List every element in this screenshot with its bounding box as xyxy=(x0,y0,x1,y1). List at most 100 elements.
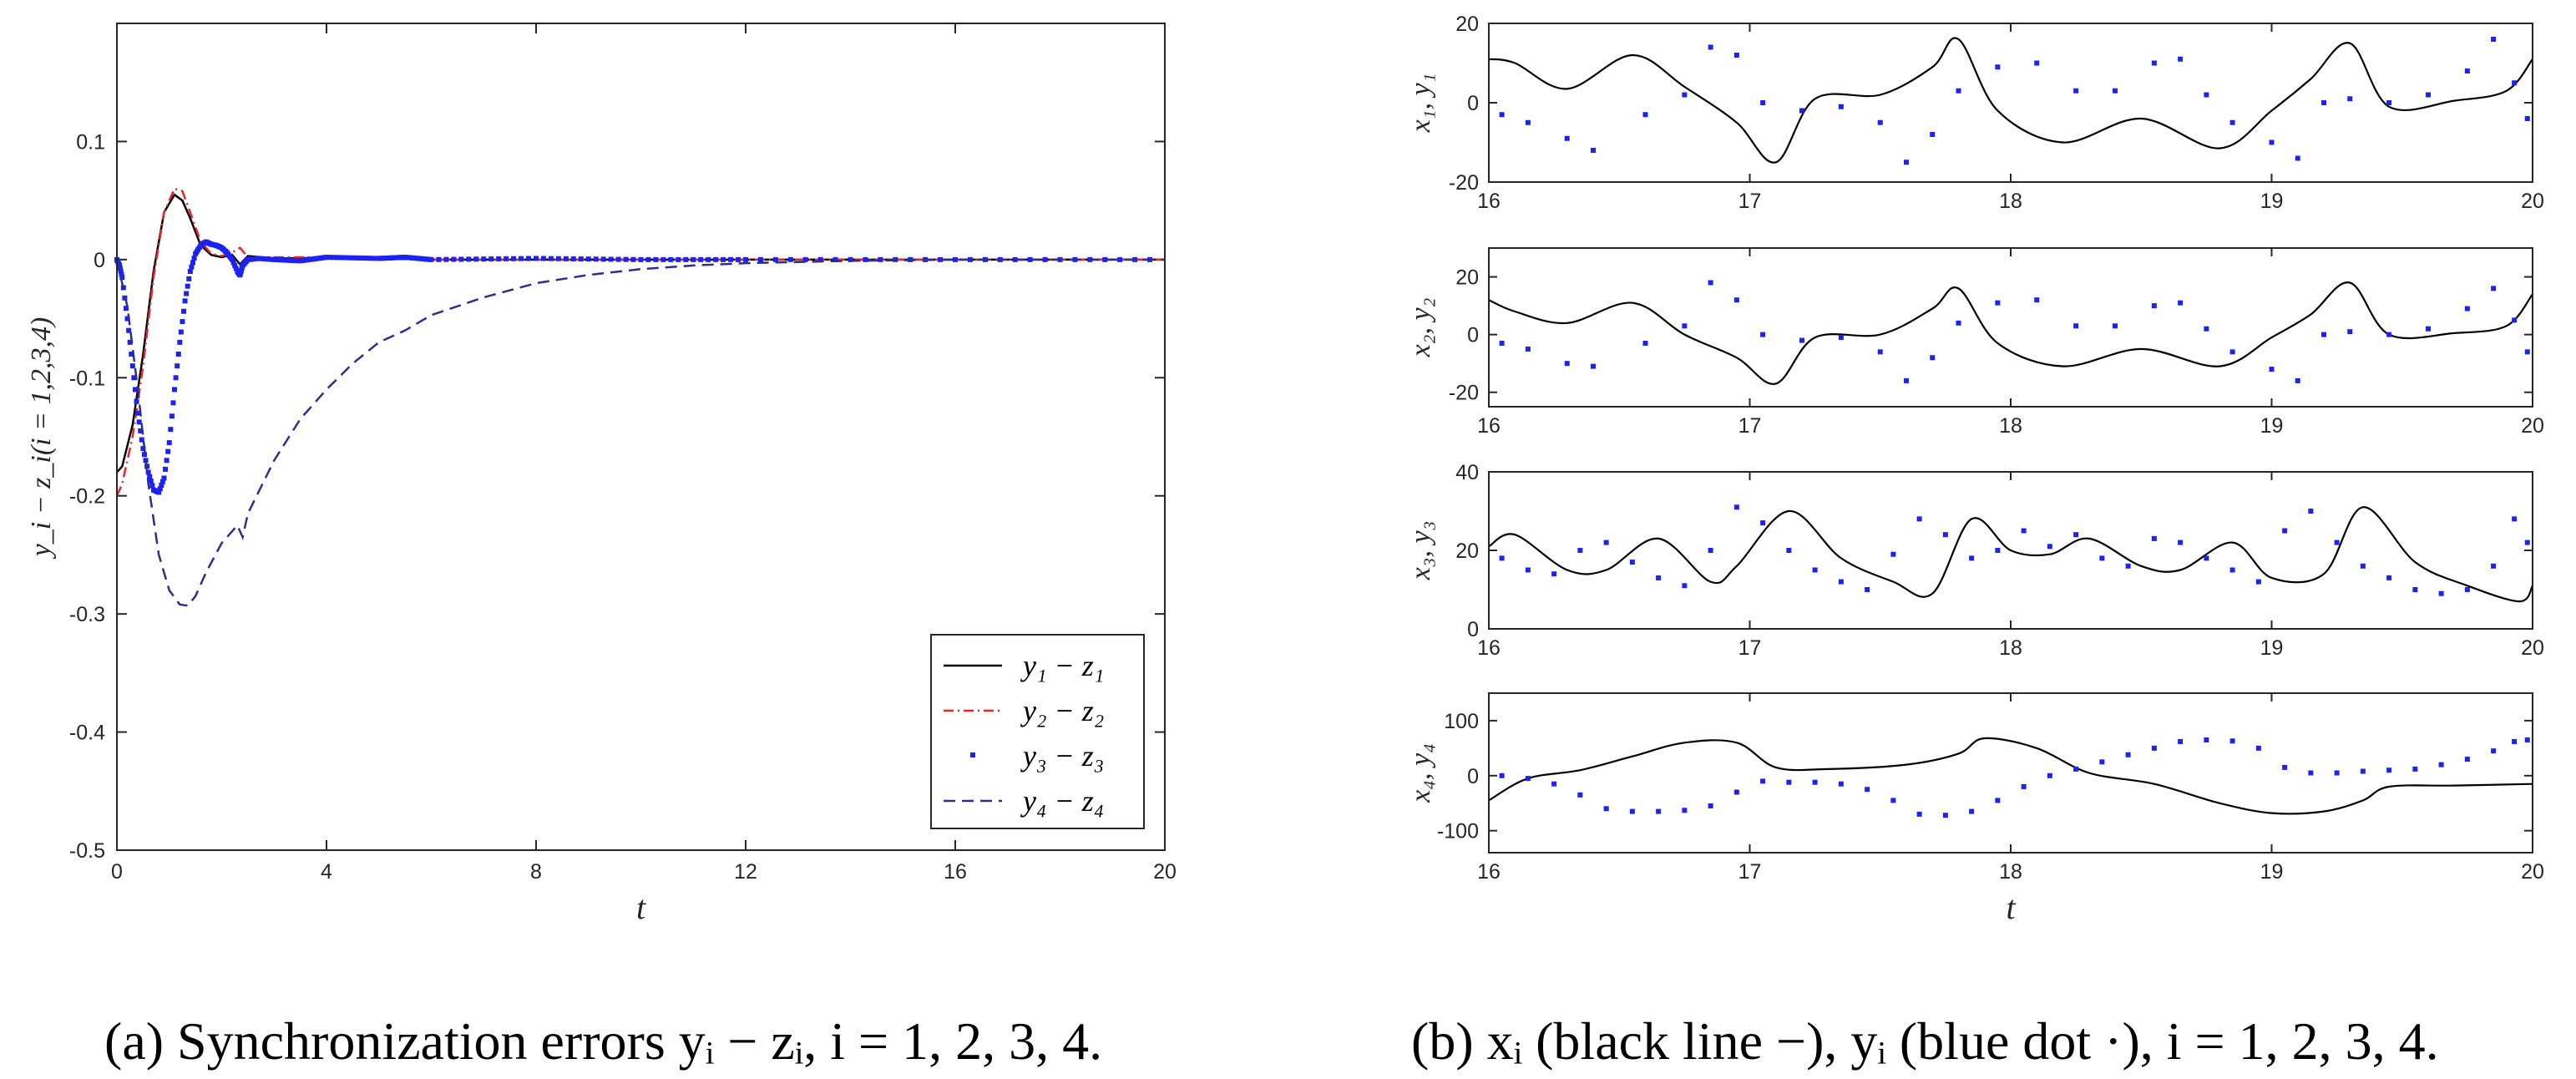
x-tick-label-a: 0 xyxy=(111,860,123,884)
series-a-point-3 xyxy=(683,256,689,262)
y-dot-3 xyxy=(2308,509,2314,514)
series-a-point-3 xyxy=(117,262,123,268)
y-dot-1 xyxy=(2151,60,2157,66)
series-a-point-3 xyxy=(1042,256,1048,262)
series-a-point-3 xyxy=(186,276,192,281)
series-a-line-4 xyxy=(115,258,1165,607)
series-a-point-3 xyxy=(145,469,151,475)
subplot-frame-3 xyxy=(1488,471,2533,630)
x-line-2 xyxy=(1488,281,2533,385)
y-dot-3 xyxy=(1525,567,1531,573)
series-a-point-3 xyxy=(134,398,139,404)
series-a-point-3 xyxy=(182,298,188,304)
y-dot-4 xyxy=(1969,808,1975,814)
series-a-point-3 xyxy=(691,256,696,262)
series-a-point-3 xyxy=(713,256,719,262)
series-a-point-3 xyxy=(645,256,651,262)
y-dot-3 xyxy=(2255,579,2261,585)
x-axis-label-b: t xyxy=(2006,889,2016,926)
y-dot-3 xyxy=(1865,587,1870,592)
series-a-point-3 xyxy=(190,260,195,266)
y-dot-1 xyxy=(1799,108,1804,114)
y-dot-3 xyxy=(1499,555,1505,561)
y-dot-3 xyxy=(2334,540,2340,545)
y-dot-3 xyxy=(2178,540,2184,545)
y-dot-4 xyxy=(1890,798,1896,803)
y-tick-label-b: 20 xyxy=(1455,13,1479,36)
series-a-point-3 xyxy=(600,256,606,262)
series-a-point-3 xyxy=(361,256,367,261)
x-axis-label-a: t xyxy=(636,889,646,926)
series-a-point-3 xyxy=(256,256,261,261)
series-a-point-3 xyxy=(428,256,434,262)
series-a-point-3 xyxy=(630,256,636,262)
series-a-point-3 xyxy=(157,486,163,492)
x-tick-label-b: 19 xyxy=(2260,414,2284,438)
y-dot-2 xyxy=(2426,326,2431,332)
y-dot-2 xyxy=(1733,297,1739,303)
x-tick-label-a: 20 xyxy=(1153,860,1177,884)
y-dot-3 xyxy=(2524,540,2530,545)
y-dot-1 xyxy=(2229,119,2235,125)
y-tick-label-a: -0.5 xyxy=(69,839,105,863)
series-a-point-3 xyxy=(443,256,449,262)
x-tick-label-b: 18 xyxy=(1999,190,2022,213)
legend-label-4: y₄ − z₄ xyxy=(1020,784,1104,818)
series-a-point-3 xyxy=(353,255,359,261)
series-a-point-3 xyxy=(149,483,155,489)
y-dot-4 xyxy=(2178,738,2184,744)
series-a-point-3 xyxy=(147,474,153,479)
series-a-point-3 xyxy=(757,256,763,262)
y-dot-2 xyxy=(2034,297,2040,303)
y-axis-label-b3: x₃, y₃ xyxy=(1405,521,1436,581)
y-dot-2 xyxy=(1930,355,1936,361)
series-a-point-3 xyxy=(175,363,180,369)
series-a-point-3 xyxy=(139,437,144,443)
series-a-point-3 xyxy=(163,466,169,472)
y-dot-2 xyxy=(2347,329,2353,335)
y-tick-label-b: -20 xyxy=(1449,382,1479,405)
series-a-point-3 xyxy=(563,256,569,261)
y-dot-2 xyxy=(1877,349,1883,355)
y-dot-3 xyxy=(2125,563,2131,569)
y-dot-1 xyxy=(2269,139,2275,145)
series-a-point-3 xyxy=(863,256,868,262)
legend-frame xyxy=(930,634,1145,829)
y-dot-4 xyxy=(2099,759,2105,765)
y-dot-2 xyxy=(1591,363,1596,369)
y-dot-4 xyxy=(1786,779,1792,785)
series-a-point-3 xyxy=(466,256,472,262)
y-dot-2 xyxy=(2491,286,2497,291)
series-a-point-3 xyxy=(269,256,275,262)
y-dot-3 xyxy=(1969,555,1975,561)
y-dot-4 xyxy=(2360,768,2366,774)
x-tick-label-b: 16 xyxy=(1477,190,1501,213)
y-dot-2 xyxy=(2321,332,2326,337)
y-dot-4 xyxy=(1656,808,1662,814)
y-dot-4 xyxy=(2438,762,2444,767)
x-tick-label-a: 4 xyxy=(321,860,332,884)
y-dot-4 xyxy=(2524,737,2530,742)
x-tick-label-b: 18 xyxy=(1999,860,2022,884)
series-a-point-3 xyxy=(802,256,808,262)
series-a-point-3 xyxy=(189,264,195,270)
y-dot-1 xyxy=(1904,160,1909,165)
y-axis-label-a: y_i − z_i(i = 1,2,3,4) xyxy=(26,317,57,560)
series-a-point-3 xyxy=(660,256,666,262)
y-dot-1 xyxy=(1877,119,1883,125)
subplot-area-4 xyxy=(1489,693,2533,853)
series-a-point-3 xyxy=(266,256,271,262)
y-dot-2 xyxy=(1642,341,1648,346)
series-a-point-3 xyxy=(119,275,125,281)
y-dot-3 xyxy=(2282,528,2288,534)
series-a-point-3 xyxy=(555,256,561,261)
series-a-point-3 xyxy=(519,256,524,261)
series-a-point-3 xyxy=(164,458,170,464)
y-dot-1 xyxy=(2204,92,2209,98)
y-dot-3 xyxy=(1995,548,2001,553)
y-dot-1 xyxy=(1930,132,1936,137)
series-a-point-3 xyxy=(141,452,147,458)
series-a-point-3 xyxy=(772,256,778,262)
y-dot-2 xyxy=(1838,335,1844,341)
y-dot-3 xyxy=(2099,555,2105,561)
